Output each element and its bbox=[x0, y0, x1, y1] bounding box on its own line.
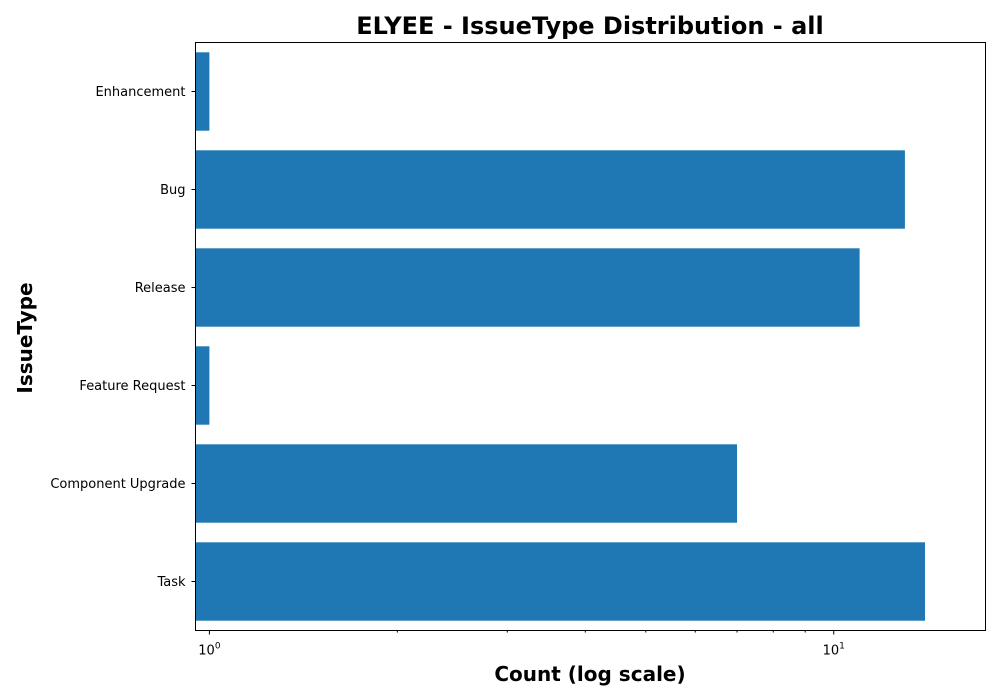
bar-task bbox=[195, 542, 925, 621]
bar-component-upgrade bbox=[195, 444, 738, 523]
y-tick-label: Bug bbox=[160, 183, 185, 198]
bar-feature-request bbox=[195, 346, 210, 425]
y-tick-label: Enhancement bbox=[95, 85, 185, 100]
chart-title: ELYEE - IssueType Distribution - all bbox=[356, 12, 823, 40]
x-tick-label: 101 bbox=[823, 642, 845, 659]
x-tick-label: 100 bbox=[198, 642, 221, 659]
plot-frame bbox=[195, 42, 986, 631]
y-axis-ticks: Task Component Upgrade Feature Request Rele… bbox=[50, 85, 196, 590]
y-tick-label: Task bbox=[156, 575, 186, 590]
bar-bug bbox=[195, 150, 905, 229]
bars-group bbox=[195, 52, 925, 621]
y-tick-label: Feature Request bbox=[79, 379, 185, 394]
x-axis-ticks: 100 101 bbox=[198, 630, 845, 659]
y-tick-label: Release bbox=[135, 281, 186, 296]
x-axis-label: Count (log scale) bbox=[494, 662, 685, 686]
bar-enhancement bbox=[195, 52, 210, 131]
bar-release bbox=[195, 248, 860, 327]
y-axis-label: IssueType bbox=[13, 282, 37, 393]
y-tick-label: Component Upgrade bbox=[50, 477, 185, 492]
